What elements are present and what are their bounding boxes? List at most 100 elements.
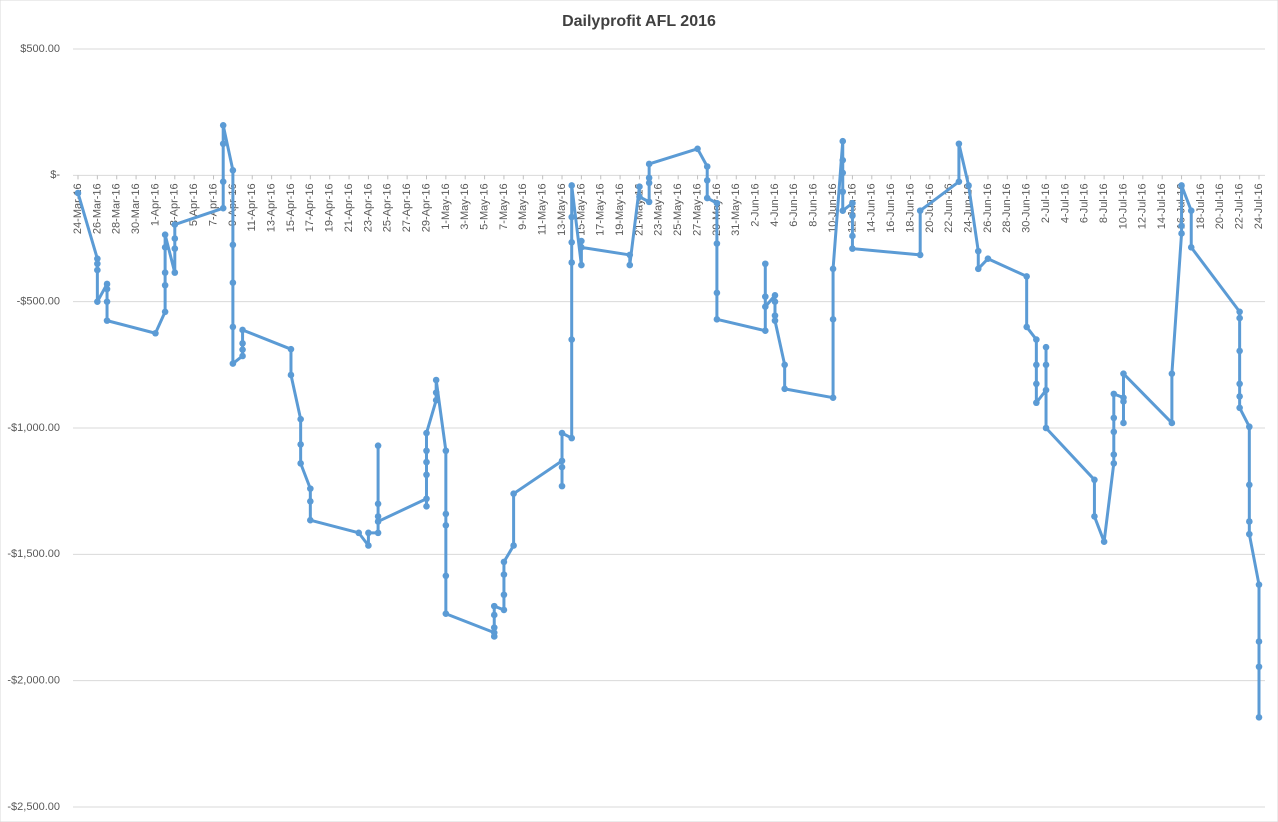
y-tick-label: $500.00 (20, 43, 60, 55)
data-point (713, 289, 721, 297)
data-point (374, 500, 382, 508)
data-point (578, 244, 585, 251)
data-point (219, 140, 227, 148)
data-point (442, 572, 450, 580)
x-tick-label: 30-Jun-16 (1021, 183, 1033, 233)
x-tick-label: 23-Apr-16 (362, 183, 374, 232)
x-tick-label: 20-Jun-16 (924, 183, 936, 233)
data-point (558, 482, 566, 490)
data-point (1110, 451, 1118, 458)
data-point (771, 312, 779, 319)
data-point (771, 298, 779, 305)
x-tick-label: 21-Apr-16 (343, 183, 355, 232)
data-point (849, 199, 856, 207)
x-tick-label: 8-Jul-16 (1098, 183, 1110, 223)
data-point (849, 245, 856, 252)
data-point (1236, 308, 1243, 316)
data-point (568, 259, 575, 266)
data-point (1246, 481, 1253, 489)
x-tick-label: 27-May-16 (691, 183, 703, 236)
data-point (568, 336, 575, 343)
data-point (578, 237, 585, 245)
data-point (1091, 513, 1098, 520)
data-point (510, 542, 517, 549)
data-point (171, 245, 179, 252)
data-point (1091, 476, 1098, 484)
x-tick-label: 9-May-16 (517, 183, 529, 229)
x-tick-label: 19-Apr-16 (324, 183, 336, 232)
data-point (239, 352, 246, 360)
x-tick-label: 1-May-16 (440, 183, 452, 229)
data-point (161, 269, 169, 276)
x-tick-label: 24-Mar-16 (72, 183, 84, 234)
x-tick-label: 18-Jul-16 (1195, 183, 1207, 229)
data-point (229, 166, 237, 174)
x-tick-label: 6-Jun-16 (788, 183, 800, 226)
data-point (219, 122, 227, 129)
data-point (161, 281, 169, 289)
data-point (152, 329, 159, 337)
data-point (103, 280, 111, 288)
data-point (771, 317, 779, 324)
data-point (1033, 399, 1040, 407)
x-tick-label: 11-May-16 (537, 183, 549, 235)
data-point (94, 255, 101, 263)
x-tick-label: 10-Jul-16 (1117, 183, 1129, 229)
data-point (1120, 370, 1127, 377)
x-tick-label: 5-May-16 (478, 183, 490, 229)
data-point (974, 265, 982, 273)
chart-title: Dailyprofit AFL 2016 (562, 13, 716, 30)
x-tick-label: 25-Apr-16 (382, 183, 394, 232)
data-point (636, 193, 643, 201)
x-tick-label: 31-May-16 (730, 183, 742, 236)
x-tick-label: 14-Jun-16 (866, 183, 878, 233)
x-tick-label: 27-Apr-16 (401, 183, 413, 232)
data-point (432, 376, 440, 384)
data-point (423, 471, 430, 479)
data-point (1110, 414, 1118, 422)
data-point (1042, 361, 1050, 369)
y-tick-label: -$1,000.00 (7, 422, 60, 434)
data-point (500, 591, 508, 599)
data-point (1023, 273, 1030, 280)
data-point (103, 285, 111, 293)
data-point (762, 303, 769, 311)
y-tick-label: -$2,000.00 (7, 675, 60, 687)
data-point (568, 182, 575, 189)
data-point (510, 490, 517, 497)
data-point (645, 174, 653, 182)
x-tick-label: 4-Jun-16 (769, 183, 781, 226)
x-tick-label: 11-Apr-16 (246, 183, 258, 231)
data-point (645, 179, 653, 187)
data-point (490, 602, 498, 610)
data-point (1168, 370, 1176, 377)
data-point (500, 558, 508, 566)
data-point (626, 251, 634, 259)
data-point (1100, 538, 1108, 545)
data-point (829, 316, 837, 323)
data-point (229, 323, 237, 331)
x-tick-label: 20-Jul-16 (1214, 183, 1226, 229)
x-tick-label: 8-Jun-16 (808, 183, 820, 226)
data-point (965, 182, 972, 189)
data-point (568, 434, 575, 442)
data-point (374, 442, 382, 449)
data-point (161, 231, 169, 239)
data-point (1246, 530, 1253, 538)
y-tick-label: -$1,500.00 (7, 548, 60, 560)
data-point (161, 244, 169, 251)
data-point (781, 361, 788, 369)
data-point (161, 308, 169, 316)
data-point (287, 345, 295, 353)
data-point (442, 510, 450, 518)
x-tick-label: 15-May-16 (575, 183, 587, 236)
data-point (1042, 343, 1050, 351)
y-tick-label: $- (50, 169, 60, 181)
data-point (1236, 314, 1243, 322)
x-tick-label: 17-May-16 (595, 183, 607, 236)
data-point (578, 261, 585, 269)
x-tick-label: 1-Apr-16 (149, 183, 161, 226)
data-point (849, 232, 856, 240)
data-point (432, 396, 440, 404)
data-point (558, 457, 566, 465)
